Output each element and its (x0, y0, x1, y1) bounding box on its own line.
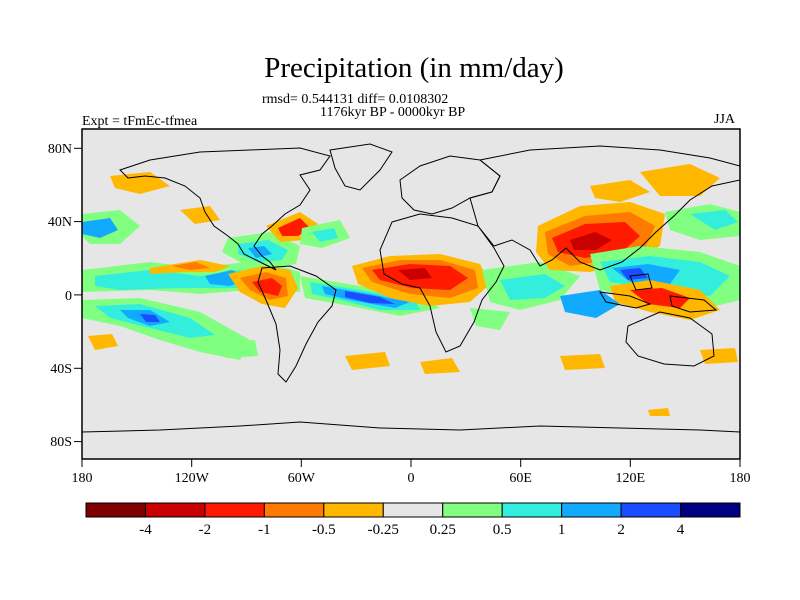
anomaly-patch (248, 246, 272, 258)
coastline-borneo (629, 273, 653, 291)
anomaly-patch (648, 408, 670, 416)
colorbar-label: 0.25 (430, 522, 456, 538)
anomaly-patch (590, 180, 650, 202)
anomaly-patch (470, 308, 510, 330)
axis-labels: 180 120W 60W 0 60E 120E 180 80N 40N 0 40… (48, 142, 751, 486)
colorbar-label: 1 (558, 522, 566, 538)
x-tick-label: 120W (175, 471, 210, 486)
anomaly-patch (222, 340, 258, 358)
anomaly-patch (312, 228, 338, 242)
anomaly-patch (140, 314, 160, 322)
coastline-greenland (329, 143, 393, 191)
colorbar-label: 4 (677, 522, 685, 538)
y-tick-label: 0 (65, 289, 72, 304)
anomaly-patch (630, 288, 690, 308)
axis-ticks (74, 147, 741, 467)
x-tick-label: 60E (509, 471, 532, 486)
season-label: JJA (714, 112, 736, 127)
coastline-antarctica (82, 421, 740, 433)
coastline-africa (379, 213, 505, 353)
anomaly-patch (700, 348, 738, 364)
precipitation-anomaly-field (82, 164, 740, 416)
anomaly-patch (620, 268, 648, 280)
anomaly-patch (640, 164, 720, 196)
anomaly-patch (82, 218, 118, 238)
anomaly-patch (690, 210, 738, 230)
colorbar-label: -1 (258, 522, 271, 538)
coastline-south-america (257, 265, 337, 383)
anomaly-patch (560, 354, 605, 370)
colorbar-swatch (85, 502, 146, 518)
colorbar-swatch (501, 502, 563, 518)
anomaly-patch (570, 232, 612, 250)
colorbar: -4 -2 -1 -0.5 -0.25 0.25 0.5 1 2 4 (85, 502, 741, 538)
anomaly-patch (345, 352, 390, 370)
colorbar-label: 0.5 (493, 522, 512, 538)
anomaly-patch (500, 274, 565, 300)
colorbar-label: -4 (139, 522, 152, 538)
colorbar-swatch (263, 502, 325, 518)
coastline-asia (469, 145, 740, 271)
colorbar-swatch (561, 502, 622, 518)
y-tick-label: 40N (48, 215, 72, 230)
colorbar-label: -2 (199, 522, 212, 538)
colorbar-label: -0.25 (368, 522, 399, 538)
y-tick-label: 80S (50, 435, 72, 450)
stats-line: rmsd= 0.544131 diff= 0.0108302 (262, 92, 449, 107)
colorbar-label: -0.5 (312, 522, 336, 538)
anomaly-patch (88, 334, 118, 350)
colorbar-swatch (323, 502, 384, 518)
coastlines (82, 143, 740, 433)
anomaly-patch (345, 291, 395, 304)
anomaly-patch (420, 358, 460, 374)
period-line: 1176kyr BP - 0000kyr BP (320, 105, 466, 120)
coastline-north-america (119, 147, 331, 271)
y-tick-label: 40S (50, 362, 72, 377)
anomaly-patch (560, 290, 620, 318)
x-tick-label: 60W (288, 471, 316, 486)
y-tick-label: 80N (48, 142, 72, 157)
colorbar-swatch (620, 502, 682, 518)
experiment-label: Expt = tFmEc-tfmea (82, 114, 198, 129)
colorbar-swatch (442, 502, 503, 518)
anomaly-patch (172, 262, 210, 270)
x-tick-label: 180 (72, 471, 93, 486)
coastline-indonesia (599, 291, 652, 309)
colorbar-swatch (382, 502, 444, 518)
plot-title: Precipitation (in mm/day) (264, 52, 564, 84)
colorbar-swatch (144, 502, 206, 518)
colorbar-label: 2 (617, 522, 625, 538)
colorbar-swatch (680, 502, 741, 518)
colorbar-swatch (204, 502, 265, 518)
x-tick-label: 0 (408, 471, 415, 486)
coastline-australia (625, 311, 715, 367)
anomaly-patch (398, 268, 432, 280)
anomaly-patch (252, 278, 282, 296)
x-tick-label: 180 (730, 471, 751, 486)
x-tick-label: 120E (616, 471, 646, 486)
coastline-new-guinea (669, 295, 718, 313)
